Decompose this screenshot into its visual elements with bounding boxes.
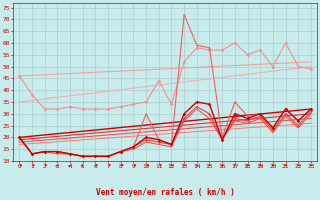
X-axis label: Vent moyen/en rafales ( km/h ): Vent moyen/en rafales ( km/h ) [96,188,235,197]
